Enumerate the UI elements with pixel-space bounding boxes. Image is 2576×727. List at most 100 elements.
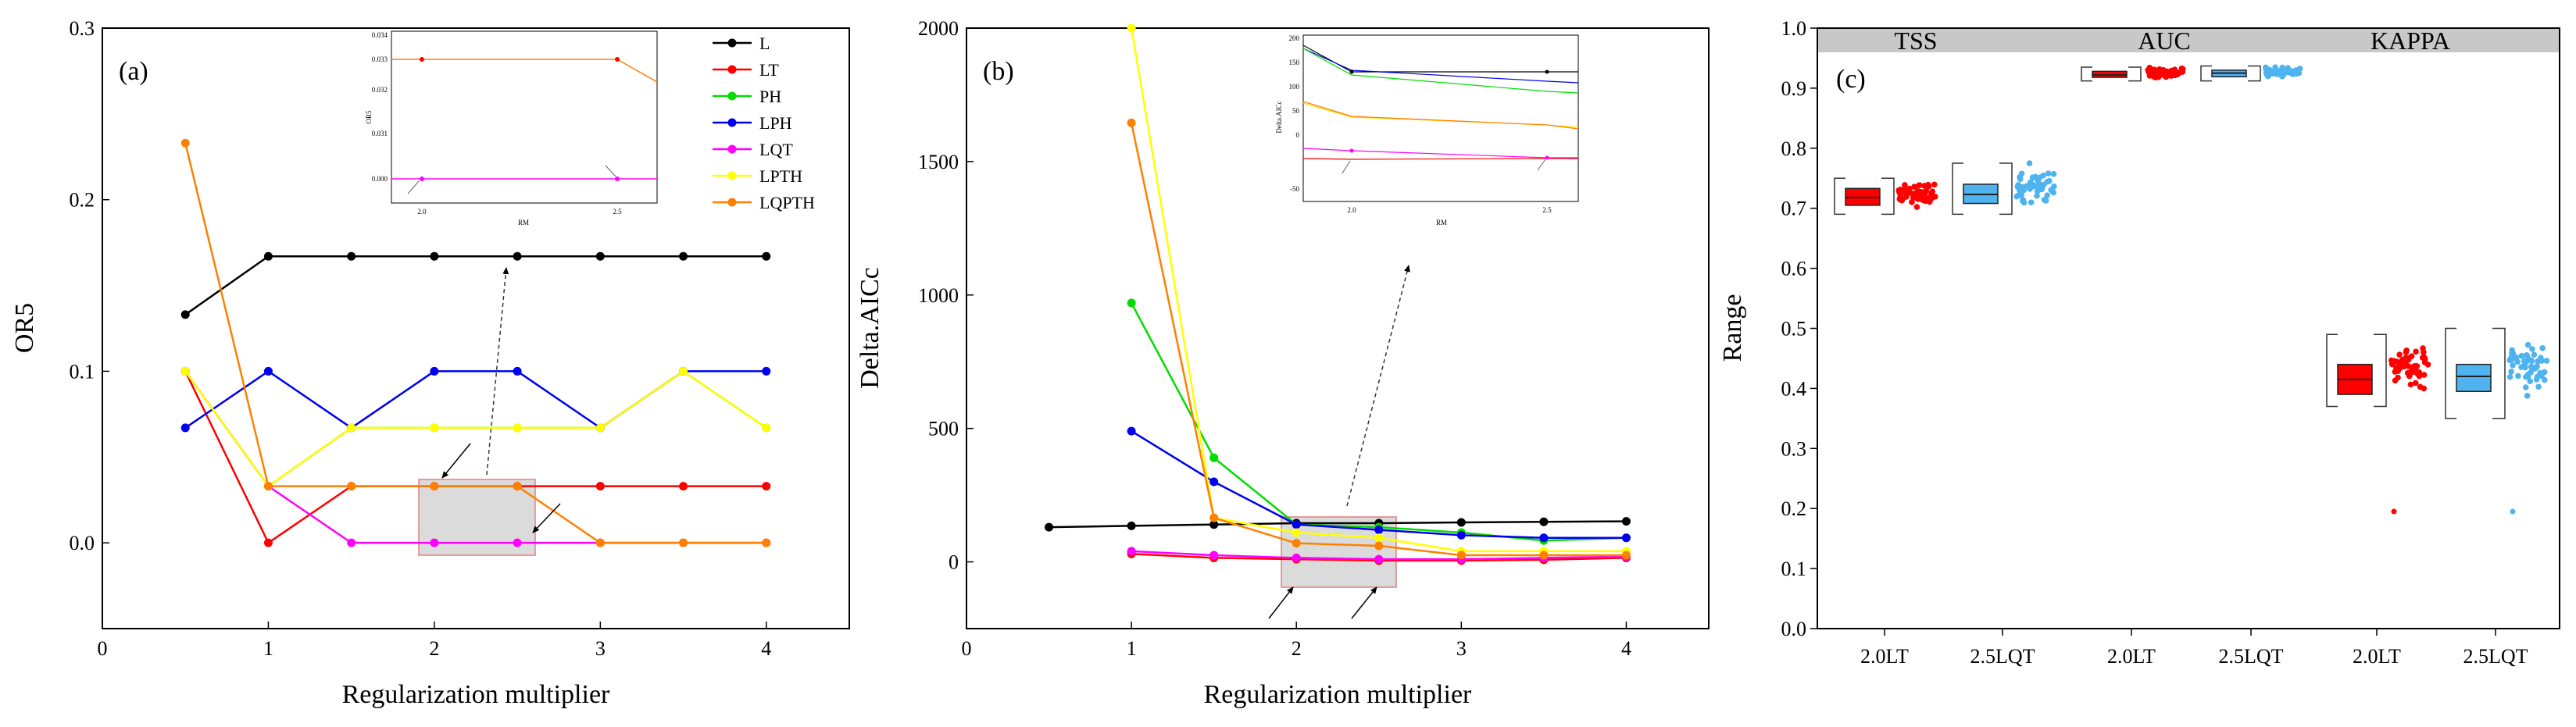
inset-arrow [1537, 159, 1546, 171]
jitter-point [2508, 369, 2514, 375]
jitter-point [2538, 372, 2545, 380]
legend-label: LQPTH [759, 193, 815, 212]
series-lt-point [595, 482, 605, 491]
jitter-point [1920, 194, 1928, 201]
legend-swatch-point [727, 65, 737, 74]
series-lqpth-point [1621, 551, 1631, 560]
panel-a-label: (a) [119, 57, 148, 86]
jitter-point [2420, 345, 2426, 351]
series-lpth-point [1374, 533, 1384, 543]
legend-label: LT [759, 60, 779, 80]
jitter-point [2424, 362, 2431, 368]
inset-arrow [605, 165, 616, 177]
jitter-point [2016, 192, 2023, 198]
legend-swatch-point [727, 118, 737, 127]
jitter-point [1913, 204, 1920, 210]
legend-label: LQT [759, 140, 793, 159]
jitter-point [1911, 184, 1917, 190]
panel-a-legend: L LT PH LPH LQT LPTH LQPTH [703, 29, 849, 230]
series-l-point [430, 251, 439, 261]
jitter-point [2543, 358, 2550, 364]
jitter-point [2403, 347, 2410, 354]
jitter-point [2419, 355, 2426, 361]
series-lqpth-point [1374, 541, 1384, 551]
jitter-point [1924, 181, 1931, 188]
jitter-point [2412, 380, 2419, 387]
series-lqt-point [430, 538, 439, 547]
jitter-point [2037, 174, 2043, 181]
jitter-point [2531, 351, 2538, 358]
jitter-point [2506, 373, 2513, 380]
jitter-point [2412, 362, 2419, 369]
jitter-point [2538, 358, 2545, 364]
x-tick-label: 0 [962, 637, 972, 660]
jitter-point [2421, 372, 2428, 378]
inset-xtick: 2.0 [1347, 206, 1356, 214]
facet-strip-background [1817, 28, 2560, 52]
y-tick-label: 0 [949, 551, 959, 574]
series-ph-line [1131, 302, 1627, 542]
inset-ylabel: Delta.AICc [1275, 101, 1283, 133]
jitter-point [2417, 383, 2424, 390]
y-tick-label: 0.8 [1781, 137, 1807, 160]
inset-arrow [407, 180, 420, 194]
jitter-point [2395, 374, 2401, 381]
series-lph-point [263, 366, 273, 376]
x-tick-label: 2 [1292, 637, 1302, 660]
series-l-line [1049, 520, 1627, 529]
jitter-point [2266, 66, 2273, 73]
jitter-point [2506, 357, 2513, 364]
inset-arrow [1342, 160, 1351, 174]
x-tick-label: 2 [429, 637, 439, 660]
jitter-point [2285, 65, 2292, 71]
series-lqpth-point [679, 538, 688, 547]
inset-ytick: 0.000 [372, 175, 388, 183]
jitter-point [2158, 71, 2165, 78]
legend-label: LPTH [759, 166, 802, 186]
jitter-point [2027, 186, 2033, 192]
series-lpth-line [184, 369, 767, 488]
series-lpth-point [1127, 23, 1136, 33]
outlier-point [2510, 508, 2516, 515]
jitter-point [2174, 69, 2181, 77]
series-lqpth-point [1292, 539, 1301, 548]
jitter-point [2407, 381, 2414, 388]
box-whisker [2492, 327, 2506, 419]
panel-b-frame [966, 27, 1710, 629]
jitter-point [2528, 357, 2534, 363]
legend-swatch-point [727, 171, 737, 180]
series-lqpth-point [1456, 551, 1466, 560]
jitter-point [2027, 179, 2034, 186]
y-tick-label: 0.1 [70, 360, 95, 383]
x-tick-label: 4 [761, 637, 771, 660]
inset-ytick: 0 [1296, 131, 1300, 139]
inset-series-lph [1302, 48, 1579, 84]
jitter-point [2527, 378, 2533, 385]
panel-a-frame [102, 27, 850, 629]
jitter-point [2518, 352, 2525, 359]
jitter-point [2542, 376, 2548, 383]
series-l-point [1621, 517, 1631, 526]
inset-ytick: 0.032 [372, 86, 388, 94]
jitter-point [2017, 176, 2024, 183]
jitter-point [2179, 66, 2186, 73]
jitter-point [2404, 369, 2411, 376]
panel-b-ylabel: Delta.AICc [856, 267, 884, 389]
series-lph-point [1374, 526, 1384, 535]
series-l-point [679, 251, 688, 261]
series-l-point [347, 251, 356, 261]
series-lph-point [513, 366, 522, 376]
jitter-point [1910, 191, 1916, 197]
series-l-point [180, 310, 190, 319]
series-l-point [1456, 518, 1466, 527]
series-lph-point [1127, 426, 1136, 436]
series-l-point [762, 251, 771, 261]
jitter-point [1909, 199, 1915, 205]
series-lph-point [1621, 533, 1631, 543]
jitter-point [2044, 178, 2051, 185]
jitter-point [2026, 160, 2033, 166]
inset-series-lqpth [616, 59, 658, 83]
jitter-point [2035, 185, 2042, 192]
panel-a-xlabel: Regularization multiplier [342, 680, 610, 709]
inset-xtick: 2.5 [1542, 206, 1552, 214]
